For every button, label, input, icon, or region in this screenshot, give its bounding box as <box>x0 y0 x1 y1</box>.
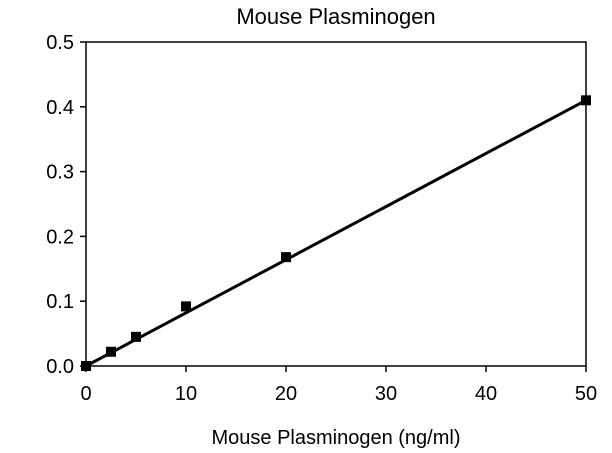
data-point <box>281 252 291 263</box>
data-point <box>581 95 591 106</box>
data-point <box>181 301 191 312</box>
y-tick-label: 0.0 <box>46 356 74 378</box>
fit-line <box>85 98 587 368</box>
y-tick-label: 0.2 <box>46 226 74 248</box>
data-point <box>106 346 116 357</box>
y-tick-label: 0.5 <box>46 32 74 54</box>
x-axis-label: Mouse Plasminogen (ng/ml) <box>212 427 461 449</box>
x-tick-label: 0 <box>80 383 91 405</box>
x-axis: 0 10 20 30 40 50 <box>80 366 597 405</box>
data-points <box>81 95 591 371</box>
y-tick-label: 0.1 <box>46 291 74 313</box>
chart-title: Mouse Plasminogen <box>236 4 435 29</box>
y-axis: 0.0 0.1 0.2 0.3 0.4 0.5 <box>46 32 86 378</box>
y-tick-label: 0.3 <box>46 162 74 184</box>
x-tick-label: 10 <box>175 383 197 405</box>
x-tick-label: 50 <box>575 383 597 405</box>
x-tick-label: 20 <box>275 383 297 405</box>
plot-area <box>85 41 587 367</box>
x-tick-label: 30 <box>375 383 397 405</box>
y-tick-label: 0.4 <box>46 97 74 119</box>
data-point <box>131 331 141 342</box>
x-tick-label: 40 <box>475 383 497 405</box>
data-point <box>81 361 91 371</box>
